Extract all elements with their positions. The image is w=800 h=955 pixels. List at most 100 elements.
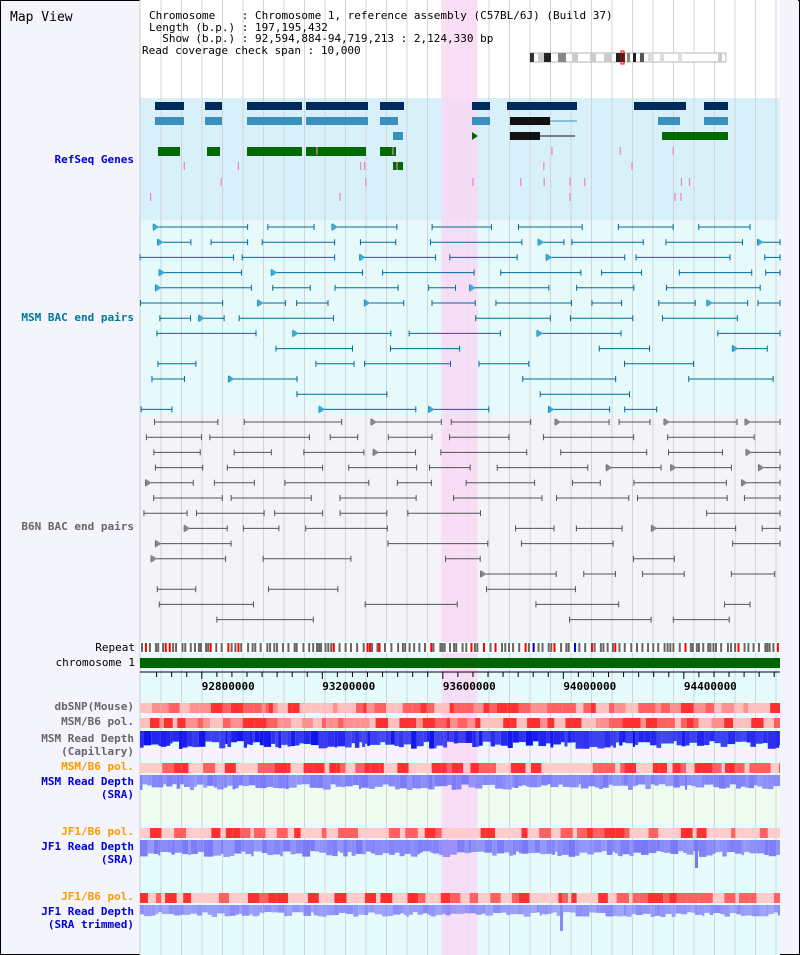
msm-bac-pair-arrow — [319, 405, 326, 414]
msm-sra-depth-bar — [608, 775, 613, 785]
axis-tick-label: 94400000 — [684, 680, 737, 693]
refseq-transcript[interactable] — [247, 117, 302, 125]
msm-sra-depth-bar — [301, 775, 310, 785]
refseq-small-feature — [619, 147, 621, 155]
jf1-sra-depth-bar — [234, 840, 242, 854]
jf1-sra-depth-bar — [464, 840, 469, 854]
jf1-b6-polymorphism — [680, 828, 693, 838]
jf1-trimmed-depth-bar — [217, 905, 225, 914]
jf1-sra-depth-bar — [764, 840, 769, 855]
jf1-b6-polymorphism — [362, 828, 376, 838]
refseq-transcript[interactable] — [510, 132, 540, 140]
msm-b6-polymorphism-2 — [636, 763, 641, 773]
jf1-trimmed-depth-bar — [303, 905, 312, 916]
repeat-element — [453, 643, 456, 652]
track-label-msm-bac[interactable]: MSM BAC end pairs — [21, 311, 134, 324]
refseq-transcript[interactable] — [510, 117, 550, 125]
track-label-jf1-b6-pol[interactable]: JF1/B6 pol. — [61, 825, 134, 838]
refseq-transcript[interactable] — [207, 147, 220, 156]
track-label-msm-b6-pol[interactable]: MSM/B6 pol. — [61, 715, 134, 728]
jf1-b6-polymorphism-2 — [436, 893, 441, 903]
jf1-trimmed-depth-bar — [713, 905, 721, 914]
dbsnp-density — [680, 703, 694, 713]
msm-b6-polymorphism-2 — [659, 763, 667, 773]
b6n-bac-pair-arrow — [184, 524, 191, 533]
msm-bac-pair-arrow — [428, 405, 435, 414]
msm-sra-depth-bar — [540, 775, 548, 786]
jf1-sra-depth-bar — [557, 840, 562, 857]
repeat-element — [162, 643, 165, 652]
msm-sra-depth-bar — [266, 775, 274, 787]
refseq-transcript[interactable] — [658, 117, 680, 125]
track-label-jf1-b6-pol-2[interactable]: JF1/B6 pol. — [61, 890, 134, 903]
refseq-gene[interactable] — [507, 102, 577, 110]
refseq-gene[interactable] — [704, 102, 728, 110]
refseq-transcript[interactable] — [393, 162, 403, 170]
jf1-sra-depth-bar — [310, 840, 315, 852]
refseq-transcript[interactable] — [380, 117, 398, 125]
refseq-transcript[interactable] — [306, 147, 366, 156]
refseq-transcript[interactable] — [306, 117, 368, 125]
jf1-trimmed-depth-bar — [547, 905, 551, 914]
msm-b6-polymorphism — [277, 718, 283, 728]
refseq-gene[interactable] — [205, 102, 222, 110]
track-label-msm-depth-sra[interactable]: MSM Read Depth (SRA) — [41, 775, 134, 801]
refseq-gene[interactable] — [472, 102, 490, 110]
msm-capillary-depth-bar — [377, 731, 381, 745]
msm-b6-polymorphism-2 — [680, 763, 687, 773]
track-label-msm-depth-capillary[interactable]: MSM Read Depth (Capillary) — [41, 732, 134, 758]
track-label-b6n-bac[interactable]: B6N BAC end pairs — [21, 520, 134, 533]
msm-sra-depth-bar — [701, 775, 705, 788]
jf1-b6-polymorphism-2 — [183, 893, 192, 903]
selected-region-highlight[interactable] — [441, 0, 478, 955]
refseq-gene[interactable] — [155, 102, 184, 110]
jf1-sra-depth-bar — [518, 840, 522, 854]
jf1-trimmed-depth-bar — [583, 905, 590, 917]
msm-capillary-depth-bar — [507, 731, 513, 748]
refseq-transcript[interactable] — [393, 132, 403, 140]
track-label-jf1-depth-trimmed[interactable]: JF1 Read Depth (SRA trimmed) — [41, 905, 134, 931]
dbsnp-density — [650, 703, 656, 713]
msm-sra-depth-bar — [748, 775, 754, 789]
refseq-transcript[interactable] — [662, 132, 728, 140]
refseq-gene[interactable] — [634, 102, 686, 110]
refseq-gene[interactable] — [306, 102, 368, 110]
ideogram-band — [678, 53, 682, 62]
jf1-trimmed-depth-bar — [202, 905, 208, 913]
msm-capillary-depth-bar — [443, 731, 448, 748]
repeat-track[interactable] — [140, 642, 780, 653]
refseq-transcript[interactable] — [205, 117, 222, 125]
jf1-sra-depth-bar — [337, 840, 341, 852]
track-label-repeat[interactable]: Repeat — [95, 641, 135, 654]
msm-sra-depth-bar — [598, 775, 604, 790]
refseq-transcript[interactable] — [704, 117, 728, 125]
msm-b6-polymorphism — [422, 718, 435, 728]
jf1-b6-polymorphism — [577, 828, 587, 838]
jf1-trimmed-depth-bar — [456, 905, 465, 914]
jf1-sra-depth-bar — [351, 840, 356, 856]
msm-sra-depth-bar — [713, 775, 719, 788]
track-label-dbsnp[interactable]: dbSNP(Mouse) — [54, 700, 134, 713]
jf1-trimmed-depth-bar — [616, 905, 624, 917]
refseq-transcript[interactable] — [472, 117, 490, 125]
refseq-gene[interactable] — [247, 102, 302, 110]
jf1-sra-depth-bar — [719, 840, 723, 852]
msm-b6-polymorphism — [218, 718, 223, 728]
refseq-transcript[interactable] — [380, 147, 396, 156]
refseq-gene[interactable] — [380, 102, 404, 110]
track-label-jf1-depth-sra[interactable]: JF1 Read Depth (SRA) — [41, 840, 134, 866]
refseq-transcript[interactable] — [155, 117, 184, 125]
dbsnp-density — [168, 703, 180, 713]
msm-capillary-depth-bar — [198, 731, 206, 747]
dbsnp-density — [426, 703, 435, 713]
refseq-transcript[interactable] — [158, 147, 180, 156]
dbsnp-density — [547, 703, 551, 713]
track-label-refseq[interactable]: RefSeq Genes — [54, 153, 134, 166]
msm-b6-polymorphism — [337, 718, 344, 728]
jf1-b6-polymorphism-2 — [607, 893, 617, 903]
jf1-sra-depth-bar — [223, 840, 231, 857]
track-label-msm-b6-pol-2[interactable]: MSM/B6 pol. — [61, 760, 134, 773]
msm-capillary-depth-bar — [635, 731, 639, 745]
refseq-transcript[interactable] — [247, 147, 302, 156]
